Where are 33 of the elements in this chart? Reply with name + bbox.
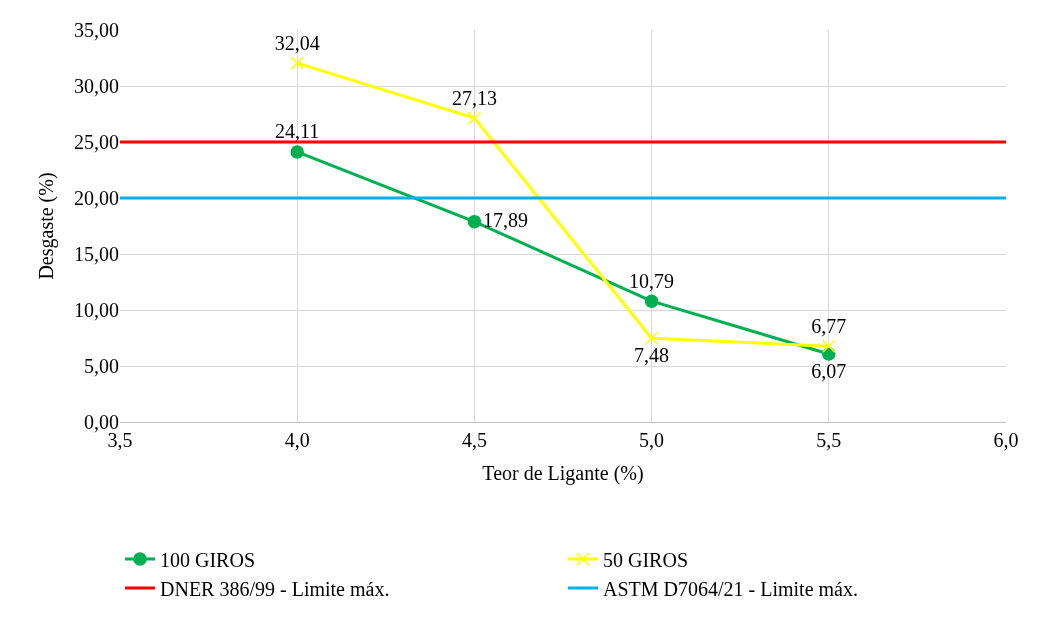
x-tick-label: 6,0: [993, 429, 1019, 451]
legend-label: DNER 386/99 - Limite máx.: [160, 577, 390, 600]
y-tick-label: 30,00: [74, 75, 119, 97]
point: [467, 214, 482, 229]
x-tick-label: 5,5: [816, 429, 842, 451]
y-tick-label: 25,00: [74, 131, 119, 153]
point: [290, 56, 304, 70]
y-tick-label: 10,00: [74, 299, 119, 321]
point: [290, 145, 304, 159]
y-tick-label: 35,00: [74, 19, 119, 41]
data-label: 7,48: [634, 343, 670, 366]
point: [822, 339, 836, 353]
x-tick-label: 4,5: [461, 429, 487, 451]
data-label: 32,04: [274, 31, 320, 54]
y-tick-label: 15,00: [74, 243, 119, 265]
data-label: 10,79: [629, 269, 675, 292]
y-axis-title: Desgaste (%): [34, 172, 58, 280]
data-label: 6,77: [811, 314, 847, 337]
y-tick-label: 5,00: [84, 355, 119, 377]
legend-label: ASTM D7064/21 - Limite máx.: [603, 577, 858, 600]
x-tick-label: 5,0: [639, 429, 665, 451]
legend-label: 50 GIROS: [603, 548, 689, 571]
y-tick-label: 20,00: [74, 187, 119, 209]
data-label: 27,13: [451, 86, 497, 109]
data-label: 6,07: [811, 359, 847, 382]
x-tick-label: 4,0: [284, 429, 310, 451]
data-label: 24,11: [275, 120, 320, 143]
point: [644, 294, 659, 308]
x-axis-title: Teor de Ligante (%): [482, 461, 644, 485]
legend-label: 100 GIROS: [160, 548, 256, 571]
data-label: 17,89: [482, 208, 528, 231]
point: [467, 111, 482, 125]
point: [644, 331, 659, 345]
